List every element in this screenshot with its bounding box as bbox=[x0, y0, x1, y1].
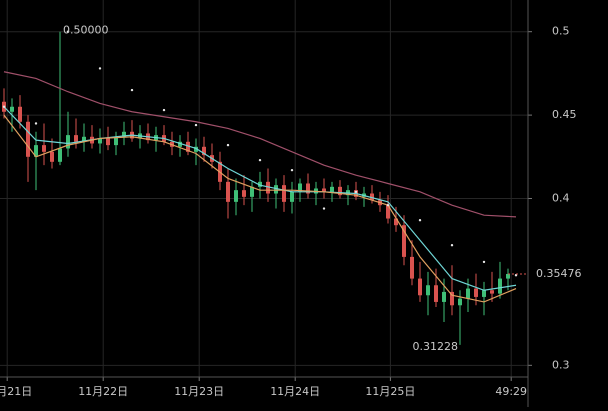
candle-body bbox=[34, 145, 38, 157]
candle-body bbox=[226, 181, 230, 202]
indicator-dot bbox=[34, 122, 38, 125]
candle-body bbox=[242, 190, 246, 197]
last-price-box bbox=[530, 265, 606, 282]
indicator-dot bbox=[66, 30, 70, 33]
moving-average bbox=[3, 114, 517, 303]
indicator-dot bbox=[162, 108, 166, 112]
candle-body bbox=[498, 278, 502, 294]
candle-body bbox=[370, 193, 374, 201]
candle-body bbox=[50, 151, 54, 162]
candle-body bbox=[306, 183, 310, 194]
candle-body bbox=[186, 141, 190, 152]
indicator-dot bbox=[226, 143, 230, 147]
candle-body bbox=[18, 106, 22, 122]
candle-body bbox=[258, 181, 262, 187]
candle-body bbox=[410, 256, 414, 279]
candle-body bbox=[338, 186, 342, 196]
candle-body bbox=[234, 190, 238, 202]
indicator-dot bbox=[130, 88, 134, 92]
indicator-dot bbox=[354, 190, 358, 194]
candle-body bbox=[282, 185, 286, 202]
candle-body bbox=[194, 146, 198, 152]
candle-body bbox=[274, 185, 278, 194]
candle-body bbox=[434, 285, 438, 302]
candle-body bbox=[178, 141, 182, 147]
candle-body bbox=[106, 138, 110, 146]
candle-body bbox=[490, 290, 494, 294]
last-price-label: 0.35476 bbox=[536, 267, 582, 280]
candle-body bbox=[10, 106, 14, 112]
x-tick-label: 11月24日 bbox=[270, 385, 320, 398]
min-label: 0.31228 bbox=[413, 340, 459, 353]
candle-body bbox=[202, 146, 206, 156]
candle-body bbox=[506, 273, 510, 279]
candle-body bbox=[426, 285, 430, 296]
indicator-dot bbox=[2, 105, 6, 108]
candle-body bbox=[114, 136, 118, 146]
x-tick-label: 11月21日 bbox=[0, 385, 32, 398]
candle-body bbox=[394, 218, 398, 226]
candle-body bbox=[42, 145, 46, 152]
indicator-dot bbox=[482, 260, 486, 264]
max-label: 0.50000 bbox=[63, 24, 109, 37]
candle-body bbox=[298, 183, 302, 192]
candle-body bbox=[450, 291, 454, 306]
candle-body bbox=[82, 136, 86, 142]
y-tick-label: 0.3 bbox=[552, 358, 570, 371]
candle-body bbox=[250, 186, 254, 197]
candle-body bbox=[266, 181, 270, 194]
indicator-dot bbox=[418, 218, 422, 222]
candle-body bbox=[482, 290, 486, 297]
y-tick-label: 0.45 bbox=[552, 108, 577, 121]
candle-body bbox=[402, 225, 406, 257]
indicator-dot bbox=[194, 123, 198, 127]
x-tick-label: 11月23日 bbox=[174, 385, 224, 398]
candle-body bbox=[466, 288, 470, 299]
indicator-dot bbox=[450, 244, 454, 247]
indicator-dot bbox=[514, 274, 518, 277]
candle-body bbox=[122, 131, 126, 137]
candle-body bbox=[442, 291, 446, 302]
x-tick-label: 11月22日 bbox=[78, 385, 128, 398]
candle-body bbox=[290, 191, 294, 202]
candle-body bbox=[58, 148, 62, 162]
indicator-dot bbox=[322, 207, 326, 210]
candle-body bbox=[322, 188, 326, 192]
candle-body bbox=[418, 278, 422, 296]
indicator-dot bbox=[258, 158, 262, 162]
indicator-dot bbox=[98, 67, 102, 70]
x-tick-label: 49:29 bbox=[495, 385, 527, 398]
candle-body bbox=[458, 298, 462, 306]
candle-body bbox=[66, 135, 70, 149]
candle-body bbox=[26, 121, 30, 157]
candle-body bbox=[98, 138, 102, 144]
y-tick-label: 0.5 bbox=[552, 25, 570, 38]
moving-average bbox=[3, 71, 517, 218]
x-tick-label: 11月25日 bbox=[365, 385, 415, 398]
y-tick-label: 0.4 bbox=[552, 192, 570, 205]
candle-body bbox=[330, 186, 334, 192]
candle-body bbox=[386, 205, 390, 219]
candle-body bbox=[474, 288, 478, 297]
indicator-dot bbox=[290, 168, 294, 172]
candle-body bbox=[74, 135, 78, 142]
indicator-dot bbox=[386, 203, 390, 207]
